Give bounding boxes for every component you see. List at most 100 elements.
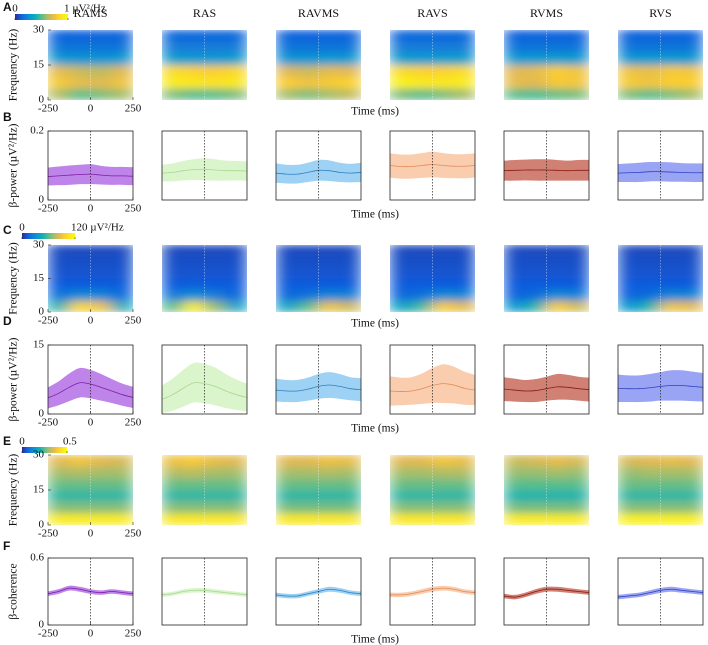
heatmap-cell (546, 255, 569, 268)
heatmap-cell (276, 513, 298, 525)
heatmap-cell (276, 466, 298, 479)
heatmap-cell (111, 267, 133, 279)
heatmap-cell (453, 513, 475, 525)
heatmap-cell (567, 64, 589, 77)
subplot (503, 557, 590, 626)
heatmap-cell (68, 478, 91, 491)
heatmap-cells (618, 30, 703, 100)
subplot (390, 455, 475, 525)
heatmap-cell (318, 41, 341, 54)
mean-line (161, 589, 248, 596)
heatmap-cell (182, 466, 205, 479)
heatmap (48, 245, 133, 312)
heatmap-cell (48, 513, 70, 525)
heatmap-cell (90, 455, 113, 467)
heatmap-cell (410, 501, 433, 514)
heatmap-cell (162, 501, 184, 514)
heatmap-cell (504, 76, 526, 89)
heatmap-cell (296, 88, 319, 100)
heatmap (276, 30, 361, 100)
error-band (276, 586, 361, 599)
heatmap-cell (225, 455, 247, 467)
heatmap-cell (68, 76, 91, 89)
heatmap-cell (90, 245, 113, 257)
heatmap-cell (432, 88, 455, 100)
heatmap-cell (504, 267, 526, 279)
heatmap-cell (339, 501, 361, 514)
heatmap-cell (618, 289, 640, 302)
subplot (161, 130, 248, 201)
heatmap-cell (410, 478, 433, 491)
heatmap-cell (182, 245, 205, 257)
heatmap-cell (453, 289, 475, 302)
heatmap-cell (546, 245, 569, 257)
heatmap-cell (204, 478, 227, 491)
heatmap-cell (276, 300, 298, 312)
heatmap-cell (410, 455, 433, 467)
y-axis-label: Frequency (Hz) (8, 242, 20, 315)
heatmap-cell (68, 489, 91, 502)
heatmap-cell (225, 76, 247, 89)
heatmap-cell (225, 255, 247, 268)
heatmap-cell (453, 255, 475, 268)
heatmap (276, 455, 361, 525)
heatmap-cell (90, 64, 113, 77)
heatmap-cell (524, 88, 547, 100)
x-tick-label: -250 (38, 203, 59, 215)
heatmap (162, 245, 247, 312)
heatmap-cell (48, 267, 70, 279)
heatmap-cell (111, 455, 133, 467)
heatmap-cell (276, 53, 298, 66)
heatmap (390, 245, 475, 312)
heatmap (48, 455, 133, 525)
heatmap-cell (90, 30, 113, 42)
heatmap-cell (182, 513, 205, 525)
heatmap-cell (68, 466, 91, 479)
heatmap-cell (111, 278, 133, 290)
heatmap-cell (681, 76, 703, 89)
subplot (275, 130, 362, 201)
heatmap-cell (90, 267, 113, 279)
heatmap-cell (681, 501, 703, 514)
heatmap-cell (90, 41, 113, 54)
heatmap-cell (48, 466, 70, 479)
heatmap-cell (225, 278, 247, 290)
heatmap-cell (504, 278, 526, 290)
heatmap-cell (504, 501, 526, 514)
error-band (276, 159, 361, 184)
heatmap-cell (660, 41, 683, 54)
heatmap-cells (48, 245, 133, 312)
heatmap-cell (660, 300, 683, 312)
heatmap-cells (276, 30, 361, 100)
heatmap (504, 30, 589, 100)
heatmap-cell (546, 76, 569, 89)
heatmap-cell (618, 245, 640, 257)
heatmap-cell (68, 245, 91, 257)
panel-label: A (3, 0, 12, 14)
x-axis-label: Time (ms) (351, 318, 399, 330)
mean-line (617, 588, 704, 598)
y-axis-label: Frequency (Hz) (8, 454, 20, 527)
heatmap-cell (681, 278, 703, 290)
heatmap-cell (276, 30, 298, 42)
heatmap-cells (162, 245, 247, 312)
heatmap-cell (504, 245, 526, 257)
heatmap-cell (68, 300, 91, 312)
heatmap-cell (318, 245, 341, 257)
heatmap-cell (660, 255, 683, 268)
heatmap-cell (618, 513, 640, 525)
panel-label: B (3, 110, 12, 124)
heatmap-cell (318, 289, 341, 302)
subplot-title: RAMS (73, 6, 107, 20)
heatmap-cell (390, 255, 412, 268)
heatmap-cells (504, 455, 589, 525)
heatmap-cell (638, 88, 661, 100)
heatmap-cell (276, 88, 298, 100)
heatmap-cell (182, 278, 205, 290)
heatmap-cell (432, 478, 455, 491)
heatmap-cell (48, 64, 70, 77)
heatmap-cell (318, 513, 341, 525)
heatmap-cell (318, 466, 341, 479)
heatmap-cell (162, 466, 184, 479)
